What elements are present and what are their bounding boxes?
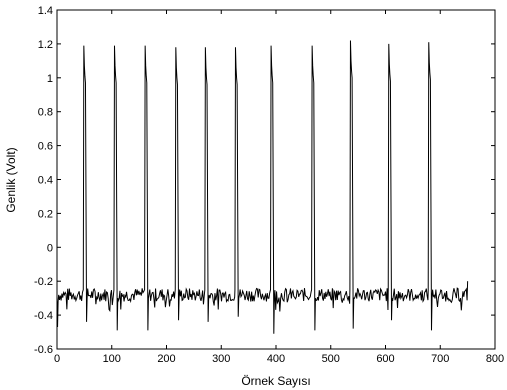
- x-tick-label: 600: [376, 353, 394, 365]
- y-tick-label: 1.2: [38, 39, 53, 51]
- y-tick-label: 0.2: [38, 208, 53, 220]
- x-tick-label: 0: [54, 353, 60, 365]
- series-line: [56, 40, 469, 334]
- y-tick-label: 0.4: [38, 175, 53, 187]
- x-tick-label: 500: [322, 353, 340, 365]
- y-tick-label: -0.6: [34, 344, 53, 356]
- y-axis-label: Genlik (Volt): [4, 147, 18, 212]
- x-tick-label: 800: [486, 353, 504, 365]
- x-tick-labels: 0 100 200 300 400 500 600 700 800: [54, 353, 504, 365]
- y-tick-label: 0.6: [38, 141, 53, 153]
- x-tick-label: 400: [267, 353, 285, 365]
- x-tick-label: 700: [431, 353, 449, 365]
- y-tick-label: 1: [47, 73, 53, 85]
- y-tick-label: 0: [47, 242, 53, 254]
- y-tick-label: -0.4: [34, 310, 53, 322]
- y-tick-labels: -0.6 -0.4 -0.2 0 0.2 0.4 0.6 0.8 1 1.2 1.4: [34, 5, 53, 356]
- y-tick-label: -0.2: [34, 276, 53, 288]
- y-tick-label: 0.8: [38, 107, 53, 119]
- x-tick-label: 100: [103, 353, 121, 365]
- y-tick-label: 1.4: [38, 5, 53, 17]
- x-tick-label: 300: [212, 353, 230, 365]
- x-tick-label: 200: [157, 353, 175, 365]
- x-axis-label: Örnek Sayısı: [241, 374, 310, 388]
